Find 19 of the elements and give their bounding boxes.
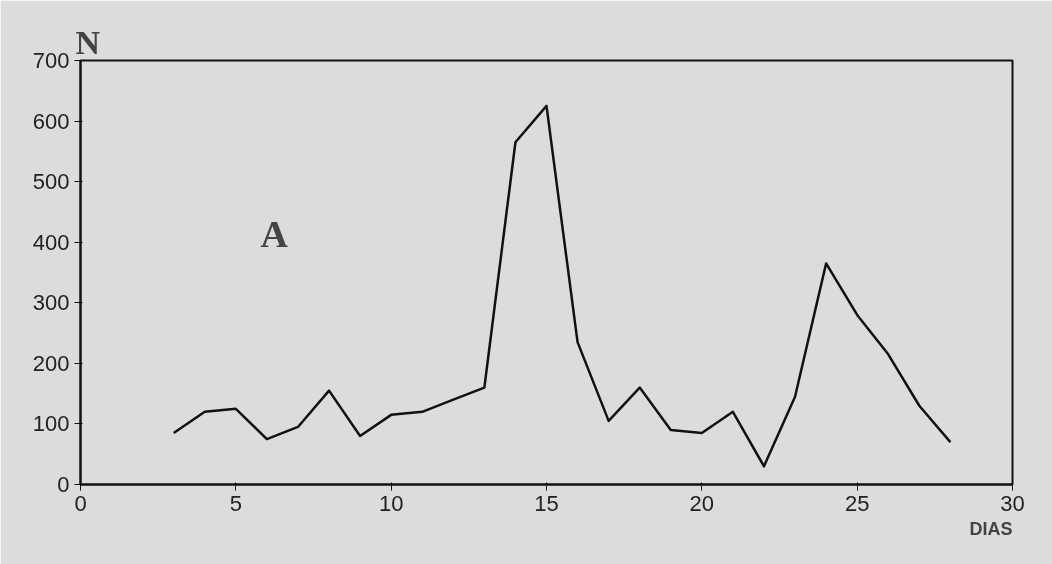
y-tick-label: 0	[57, 472, 70, 497]
x-axis-title: DIAS	[969, 518, 1013, 539]
line-series	[172, 104, 952, 468]
x-tick-label: 20	[689, 490, 715, 516]
y-tick-label: 300	[32, 290, 70, 316]
y-tick-label: 100	[32, 411, 70, 437]
y-tick-label: 600	[32, 108, 70, 134]
x-tick-label: 15	[534, 490, 559, 516]
x-tick-label: 25	[844, 490, 870, 516]
y-tick-label: 500	[32, 169, 70, 195]
y-axis-title: N	[75, 23, 101, 61]
y-tick-label: 200	[32, 350, 70, 376]
x-tick-label: 5	[229, 490, 242, 516]
y-tick-label: 700	[32, 48, 70, 73]
x-tick-label: 30	[1000, 490, 1025, 516]
annotation: A	[260, 212, 289, 255]
y-tick-label: 400	[32, 229, 70, 255]
x-tick-label: 10	[378, 490, 404, 516]
x-tick-label: 0	[74, 490, 87, 516]
